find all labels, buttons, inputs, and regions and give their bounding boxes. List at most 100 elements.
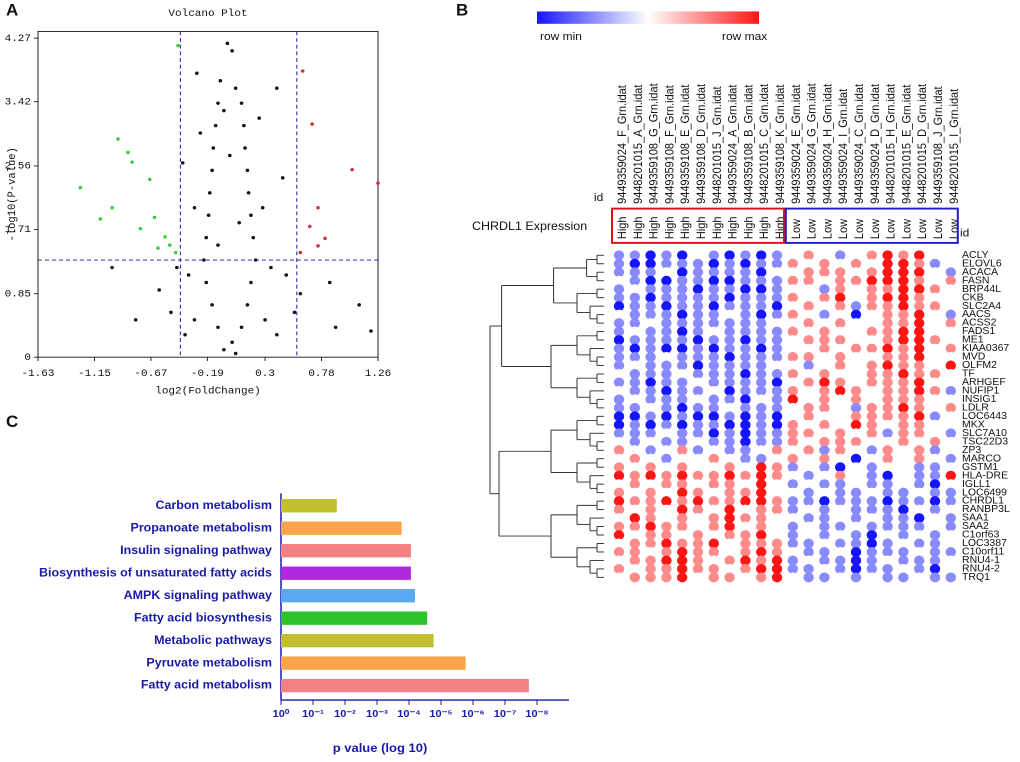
group-label: High [664,217,676,240]
cell [677,292,688,303]
cell [771,538,783,549]
cell [945,436,956,447]
cell [771,479,783,490]
cell [740,318,751,329]
cell [771,326,783,337]
cell [708,394,719,405]
row-label: LOC6443 [962,411,1007,422]
cell [724,250,735,261]
row-label: SAA2 [962,521,989,532]
point [216,101,220,105]
column-label: 9449359024_D_Grn.idat [870,83,882,204]
cell [866,402,877,413]
cell [629,445,640,456]
cell [898,419,909,430]
cell [914,470,925,481]
point [316,244,320,248]
x-tick-label: 0.78 [308,368,334,380]
cell [629,496,640,507]
cell [661,301,672,312]
cell [835,470,846,481]
cell [945,462,956,473]
cell [771,360,783,371]
cell [708,572,719,583]
point [316,206,320,210]
cell [724,335,735,345]
cell [677,504,688,515]
cell [708,513,719,524]
cell [866,275,877,286]
cell [724,521,735,532]
cell [914,462,925,473]
x-tick-label: -1.63 [22,368,55,380]
cell [708,318,719,329]
cell [850,513,862,524]
cell [866,250,877,261]
cell [677,479,688,490]
cell [756,318,767,329]
cell [929,343,941,354]
cell [898,479,909,490]
point [225,41,230,46]
cell [803,504,814,515]
cell [756,504,767,515]
row-label: MVD [962,352,985,363]
cell [819,377,830,388]
cell [850,284,862,295]
cell [898,377,909,388]
cell [929,368,941,379]
point [260,206,265,210]
cell [850,436,862,447]
cell [914,572,925,583]
cell [756,547,767,557]
cell [740,470,751,481]
cell [898,402,909,413]
cell [819,360,830,371]
cell [929,267,941,278]
cell [803,462,814,473]
cell [661,496,672,507]
cell [613,530,625,540]
cell [866,462,877,473]
cell [819,419,830,430]
cell [756,368,767,379]
cell [771,563,783,574]
cell [882,368,893,379]
cell [835,419,846,430]
cell [661,521,672,532]
cell [724,352,735,362]
cell [692,538,704,549]
cell [787,572,798,583]
cell [756,453,767,464]
cell [629,453,640,464]
cell [677,402,688,413]
cell [882,326,893,337]
group-label: High [617,217,629,240]
cell [677,309,688,320]
cell [724,453,735,464]
cell [803,284,814,295]
cell [882,385,893,396]
cell [819,479,830,490]
cell [677,275,688,286]
cell [661,572,672,583]
cell [661,547,672,557]
cell [914,453,925,464]
cell [882,377,893,388]
cell [756,487,767,498]
cell [803,487,814,498]
cell [661,428,672,439]
cell [724,419,735,430]
cell [677,555,688,566]
cell [929,292,941,303]
cell [882,462,893,473]
cell [835,479,846,490]
cell [756,292,767,303]
cell [645,513,656,524]
cell [819,555,830,566]
cell [882,419,893,430]
cell [756,250,767,261]
cell [613,368,625,379]
cell [914,402,925,413]
cell [866,352,877,362]
